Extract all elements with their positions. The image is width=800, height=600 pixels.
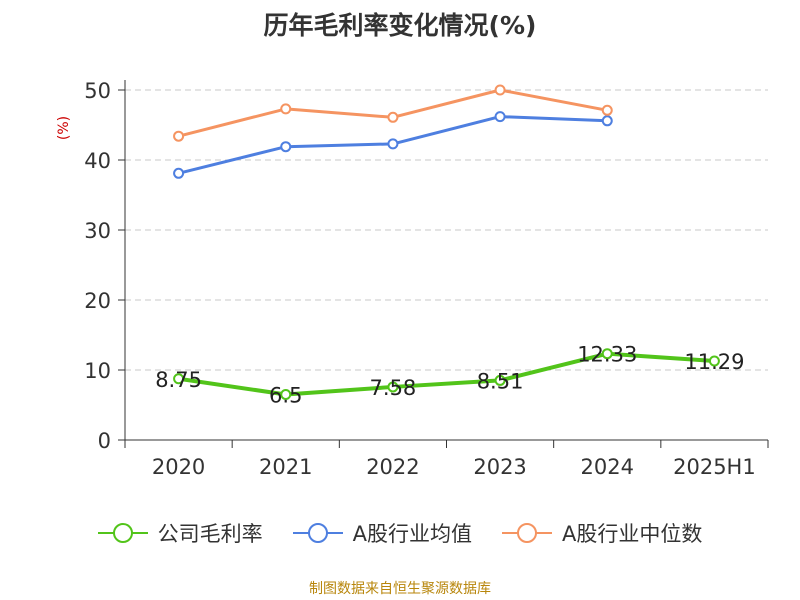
legend-item[interactable]: A股行业均值: [292, 518, 472, 548]
data-point: [494, 84, 506, 96]
data-point: [387, 138, 399, 150]
series-line: [176, 351, 717, 397]
data-point: [173, 167, 185, 179]
data-label: 7.58: [370, 376, 417, 400]
legend-label: 公司毛利率: [157, 522, 263, 546]
legend-swatch-icon: [97, 523, 148, 543]
series-layer: 8.75 6.5 7.58 8.51 12.33 11.29: [155, 84, 744, 408]
legend-swatch-icon: [292, 523, 343, 543]
legend-swatch-icon: [502, 523, 552, 543]
legend-item[interactable]: 公司毛利率: [97, 518, 263, 548]
y-tick-label: 20: [84, 289, 111, 313]
data-point: [173, 373, 185, 385]
data-point: [601, 348, 613, 360]
data-point: [280, 389, 292, 400]
x-tick-label: 2023: [473, 455, 526, 479]
data-point: [173, 130, 185, 142]
source-note: 制图数据来自恒生聚源数据库: [309, 581, 491, 597]
y-tick-label: 10: [84, 359, 111, 383]
x-tick-label: 2021: [259, 455, 312, 479]
data-point: [601, 115, 613, 127]
y-tick-label: 40: [84, 149, 111, 173]
data-point: [494, 374, 506, 386]
data-point: [494, 111, 506, 123]
y-tick-label: 0: [98, 429, 111, 453]
data-label: 12.33: [577, 343, 637, 367]
series-2: [173, 84, 613, 142]
x-tick-label: 2024: [581, 455, 634, 479]
data-point: [387, 381, 399, 393]
series-0: 8.75 6.5 7.58 8.51 12.33 11.29: [155, 343, 744, 408]
data-point: [387, 111, 399, 123]
series-1: [173, 111, 613, 179]
y-axis-label: (%): [56, 116, 72, 140]
y-tick-label: 50: [84, 79, 111, 103]
x-tick-label: 2022: [366, 455, 419, 479]
data-label: 6.5: [269, 384, 302, 408]
data-point: [280, 103, 292, 115]
legend: 公司毛利率 A股行业均值 A股行业中位数: [0, 518, 800, 548]
data-label: 11.29: [684, 350, 744, 374]
data-point: [708, 355, 720, 367]
y-tick-label: 30: [84, 219, 111, 243]
data-label: 8.75: [155, 368, 202, 392]
x-tick-label: 2020: [152, 455, 205, 479]
data-point: [601, 104, 613, 116]
legend-label: A股行业中位数: [562, 522, 703, 546]
data-point: [280, 141, 292, 153]
legend-item[interactable]: A股行业中位数: [502, 518, 702, 548]
data-label: 8.51: [477, 369, 524, 393]
x-tick-label: 2025H1: [673, 455, 756, 479]
grid-lines: [125, 89, 768, 371]
legend-label: A股行业均值: [352, 522, 472, 546]
axes: 0 10 20 30 40 50 2020 2021 2022 2023 2024 2025H1: [84, 79, 769, 479]
chart-title: 历年毛利率变化情况(%): [263, 11, 537, 40]
